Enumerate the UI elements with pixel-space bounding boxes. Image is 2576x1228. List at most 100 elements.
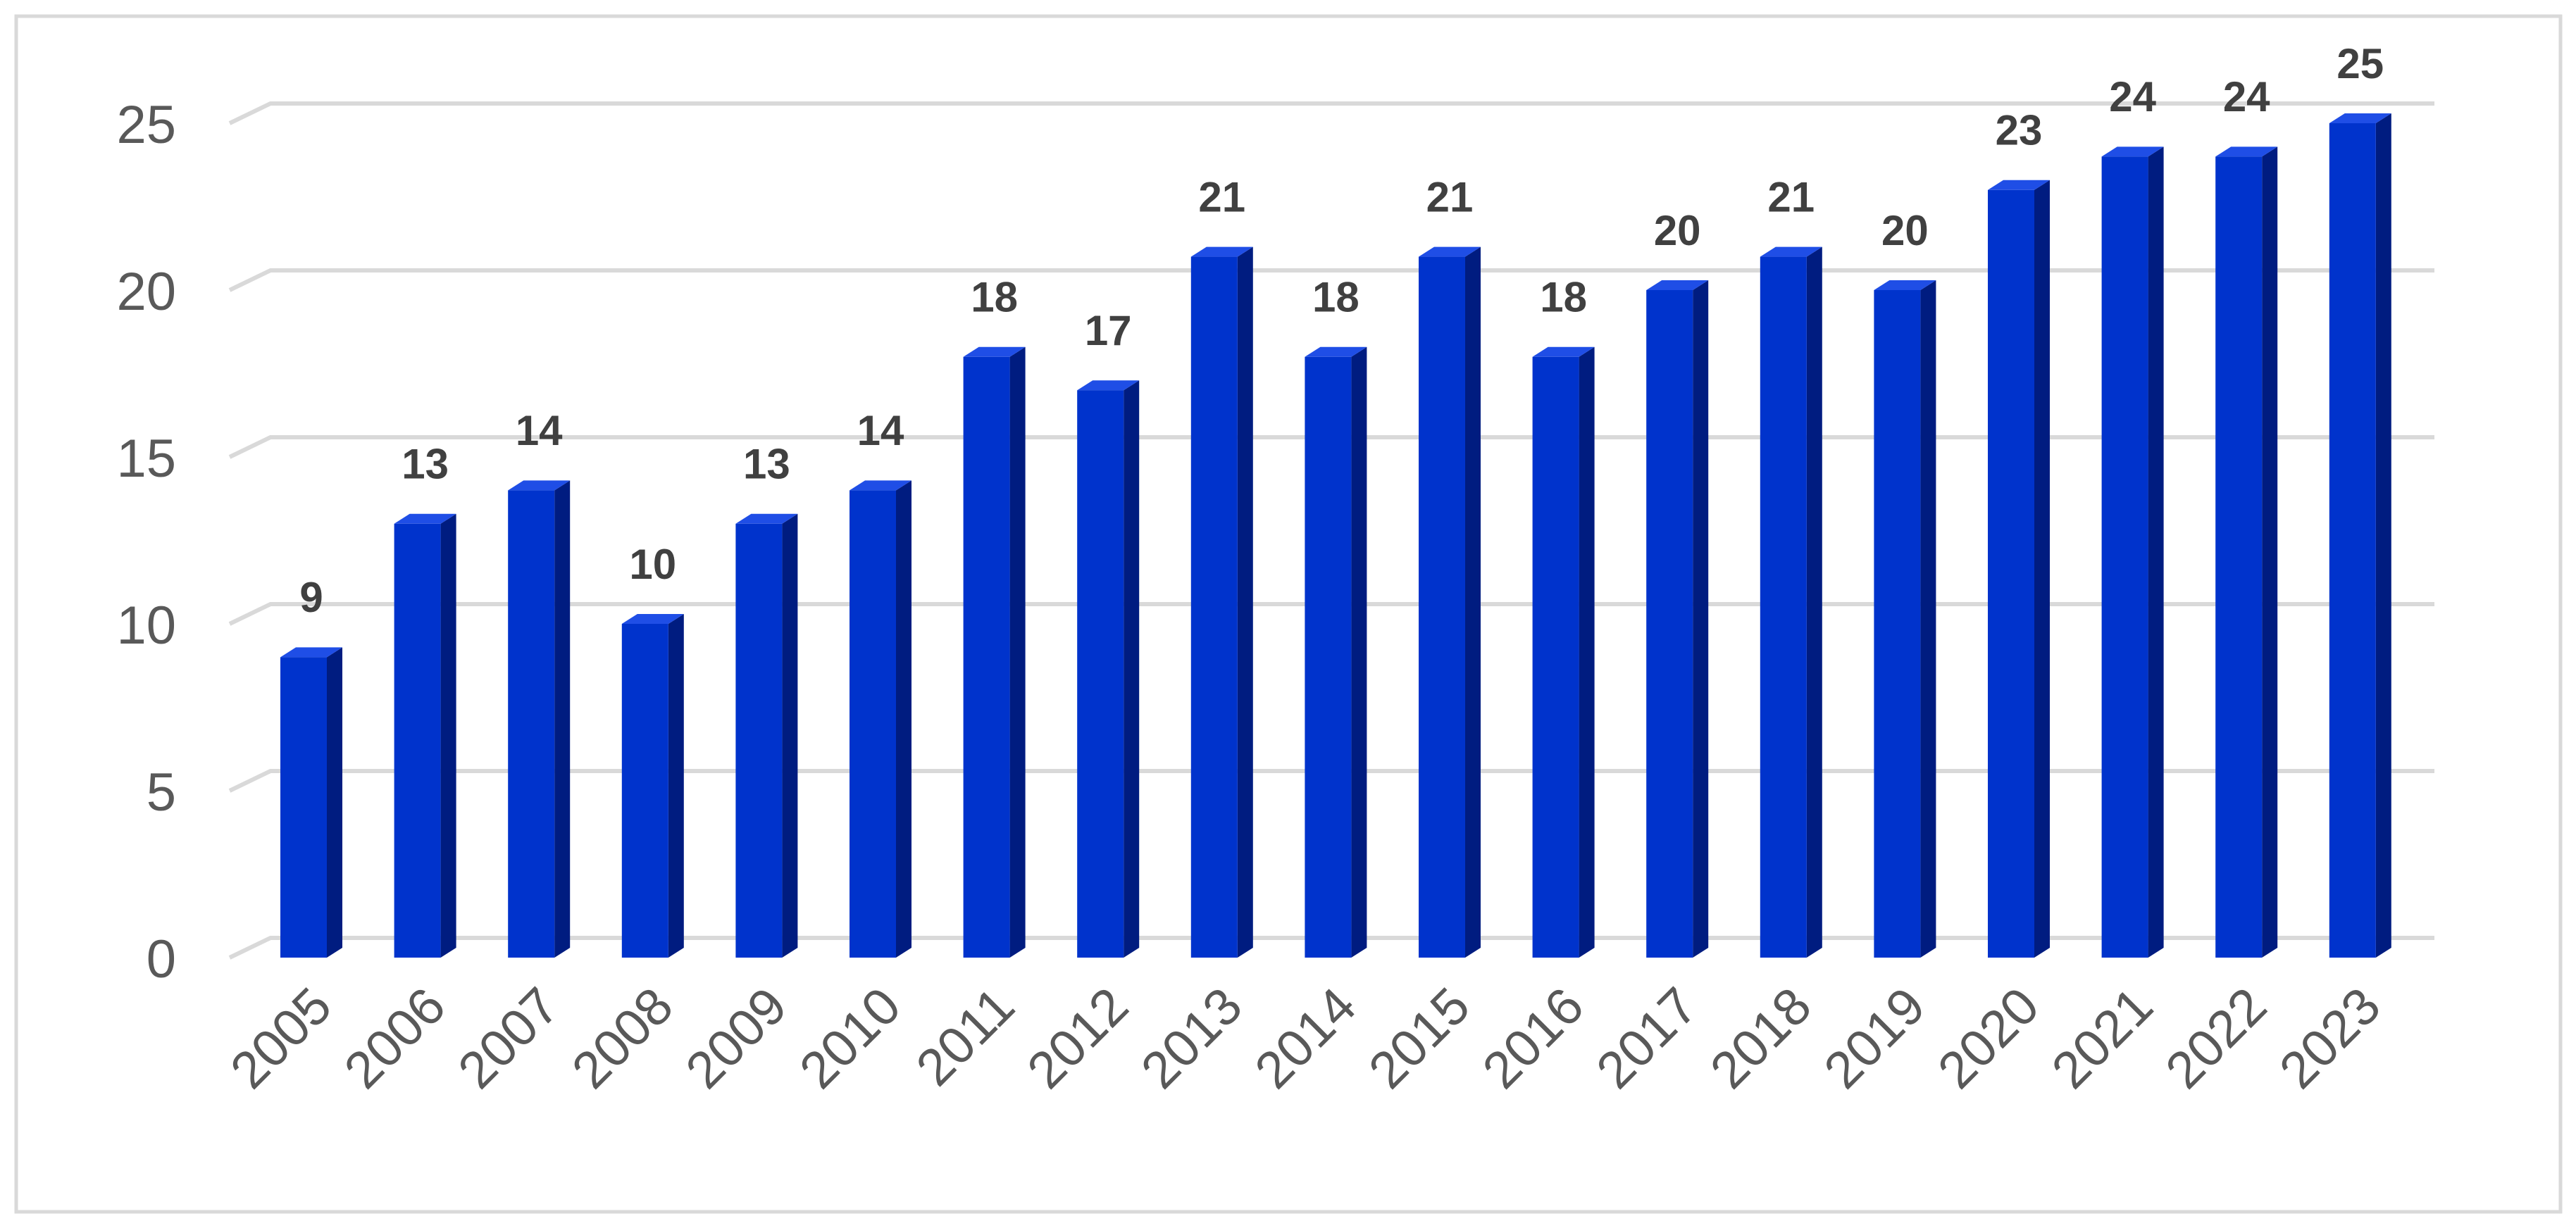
y-tick-label: 25 <box>116 95 176 155</box>
grid-line <box>228 435 2434 459</box>
value-label: 20 <box>1881 207 1929 254</box>
bar <box>1874 280 1936 958</box>
bar-front <box>1419 256 1465 958</box>
bar-front <box>1190 256 1238 958</box>
bar-front <box>394 523 441 958</box>
bar-top <box>621 614 684 624</box>
bar-side <box>1124 380 1140 958</box>
bar-top <box>2215 146 2278 157</box>
value-label: 9 <box>299 574 323 621</box>
bar <box>280 647 342 958</box>
bar-top <box>1646 280 1709 290</box>
bar <box>2101 146 2164 958</box>
bar <box>394 513 456 958</box>
bar-top <box>394 513 456 524</box>
bar-front <box>621 624 668 958</box>
bar-side <box>668 614 684 958</box>
bar-side <box>782 513 798 958</box>
value-label: 18 <box>1312 274 1359 321</box>
bar-top <box>963 346 1026 357</box>
bar-front <box>2215 156 2263 958</box>
bar-side <box>2148 146 2164 958</box>
value-label: 13 <box>402 441 449 488</box>
bar-side <box>1806 246 1822 958</box>
bar-side <box>2034 180 2050 958</box>
bar-front <box>1988 189 2034 958</box>
bar-front <box>735 523 783 958</box>
bar-side <box>2262 146 2278 958</box>
bar <box>621 614 684 958</box>
grid-line <box>228 769 2434 793</box>
bar <box>1077 380 1140 958</box>
y-tick-label: 20 <box>116 262 176 322</box>
y-tick-label: 5 <box>147 763 176 822</box>
value-label: 23 <box>1996 107 2043 154</box>
bar <box>508 480 571 958</box>
bar-front <box>1646 290 1693 958</box>
bar-side <box>1237 246 1253 958</box>
bar <box>1305 346 1367 958</box>
bar-top <box>2329 113 2391 123</box>
bar-top <box>1305 346 1367 357</box>
bar-side <box>1465 246 1481 958</box>
bar-top <box>1077 380 1140 391</box>
value-label: 18 <box>971 274 1018 321</box>
bar-front <box>1305 356 1352 958</box>
bar-side <box>440 513 456 958</box>
grid-line <box>228 602 2434 626</box>
bar-front <box>1874 290 1921 958</box>
y-tick-label: 0 <box>147 929 176 989</box>
bar-front <box>508 490 555 958</box>
value-label: 14 <box>516 407 563 454</box>
value-label: 17 <box>1085 307 1132 354</box>
bar-side <box>1351 346 1367 958</box>
bar <box>963 346 1026 958</box>
bar-top <box>2101 146 2164 157</box>
value-label: 24 <box>2223 73 2270 120</box>
value-label: 20 <box>1654 207 1701 254</box>
bar-side <box>1693 280 1709 958</box>
value-label: 21 <box>1767 173 1815 220</box>
bar <box>850 480 911 958</box>
value-label: 25 <box>2337 40 2384 87</box>
bar-top <box>850 480 911 491</box>
bar <box>2215 146 2278 958</box>
value-label: 14 <box>857 407 904 454</box>
bar-top <box>1760 246 1822 257</box>
bar-side <box>327 647 342 958</box>
bar-side <box>1920 280 1936 958</box>
bar-front <box>2101 156 2148 958</box>
value-label: 21 <box>1426 173 1474 220</box>
bar-top <box>508 480 571 491</box>
bar <box>2329 113 2391 958</box>
value-label: 13 <box>743 441 790 488</box>
bar-front <box>850 490 896 958</box>
bar-front <box>963 356 1010 958</box>
bar-top <box>280 647 342 658</box>
bar <box>1419 246 1481 958</box>
bar-front <box>1532 356 1579 958</box>
value-label: 21 <box>1198 173 1245 220</box>
bar-side <box>1009 346 1026 958</box>
grid-line <box>228 936 2434 960</box>
bar-top <box>1419 246 1481 257</box>
value-label: 18 <box>1540 274 1587 321</box>
bar <box>1646 280 1709 958</box>
bar-front <box>2329 123 2376 958</box>
bar <box>735 513 798 958</box>
bar-side <box>1579 346 1595 958</box>
bar-front <box>280 657 327 958</box>
grid-line <box>228 268 2434 292</box>
grid-line <box>228 101 2434 125</box>
bar <box>1190 246 1253 958</box>
bar <box>1760 246 1822 958</box>
bar-front <box>1077 390 1124 958</box>
bar-side <box>896 480 911 958</box>
bar-top <box>1988 180 2050 190</box>
bar-top <box>1532 346 1595 357</box>
bar-side <box>554 480 571 958</box>
bar-top <box>735 513 798 524</box>
bar-top <box>1190 246 1253 257</box>
value-label: 10 <box>629 541 676 588</box>
